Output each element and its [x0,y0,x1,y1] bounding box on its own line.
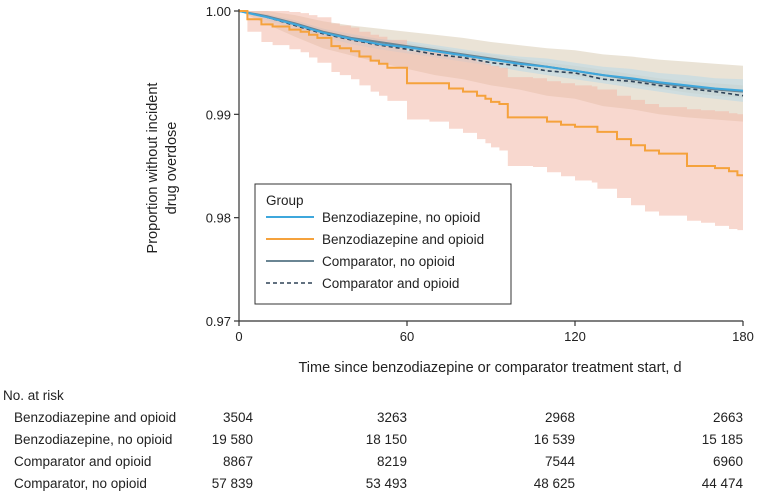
risk-row-label: Comparator, no opioid [14,476,147,491]
risk-cell: 48 625 [534,476,575,491]
legend-label-comparator-no-opioid: Comparator, no opioid [322,254,455,269]
risk-row-label: Benzodiazepine and opioid [14,410,176,425]
risk-cell: 15 185 [702,432,743,447]
risk-table-rows: Benzodiazepine and opioid 3504 3263 2968 266… [14,410,743,491]
risk-cell: 2663 [713,410,743,425]
risk-cell: 53 493 [366,476,407,491]
risk-cell: 3263 [377,410,407,425]
y-axis-title-line1: Proportion without incident [145,83,161,254]
risk-cell: 8867 [223,454,253,469]
legend-box [254,183,512,305]
benzodiazepine-no-opioid-curve [238,10,744,92]
risk-table: No. at risk Benzodiazepine and opioid 350… [3,388,743,491]
x-tick-label: 180 [732,329,754,344]
y-tick-label: 1.00 [206,4,231,19]
y-tick-label: 0.98 [206,211,231,226]
risk-cell: 8219 [377,454,407,469]
legend-label-benzodiazepine-and-opioid: Benzodiazepine and opioid [322,232,484,247]
risk-cell: 7544 [545,454,576,469]
risk-cell: 18 150 [366,432,407,447]
y-axis-title-line2: drug overdose [164,122,180,215]
legend-label-benzodiazepine-no-opioid: Benzodiazepine, no opioid [322,210,480,225]
benzodiazepine-and-opioid-ci-band [239,11,743,233]
risk-cell: 6960 [713,454,743,469]
risk-cell: 16 539 [534,432,575,447]
risk-cell: 44 474 [702,476,744,491]
x-tick-label: 60 [400,329,414,344]
risk-table-title: No. at risk [3,388,64,403]
axes: 0.97 0.98 0.99 1.00 0 60 120 180 [206,4,754,344]
benzodiazepine-and-opioid-curve [239,10,743,177]
x-tick-label: 0 [235,329,242,344]
risk-cell: 2968 [545,410,575,425]
plot-area: 0.97 0.98 0.99 1.00 0 60 120 180 [206,4,754,344]
legend-title: Group [266,193,304,208]
survival-curves [238,10,744,177]
benzodiazepine-no-opioid-ci-band [239,11,743,102]
risk-cell: 3504 [223,410,254,425]
y-tick-label: 0.99 [206,107,231,122]
risk-row-label: Comparator and opioid [14,454,151,469]
risk-cell: 57 839 [212,476,253,491]
legend-label-comparator-and-opioid: Comparator and opioid [322,276,459,291]
legend: Group Benzodiazepine, no opioidBenzodiaz… [254,183,512,305]
y-tick-label: 0.97 [206,314,231,329]
x-tick-label: 120 [564,329,586,344]
legend-entries: Benzodiazepine, no opioid Benzodiazepine … [266,210,484,291]
x-axis-title: Time since benzodiazepine or comparator … [298,360,681,376]
risk-row-label: Benzodiazepine, no opioid [14,432,172,447]
risk-cell: 19 580 [212,432,253,447]
